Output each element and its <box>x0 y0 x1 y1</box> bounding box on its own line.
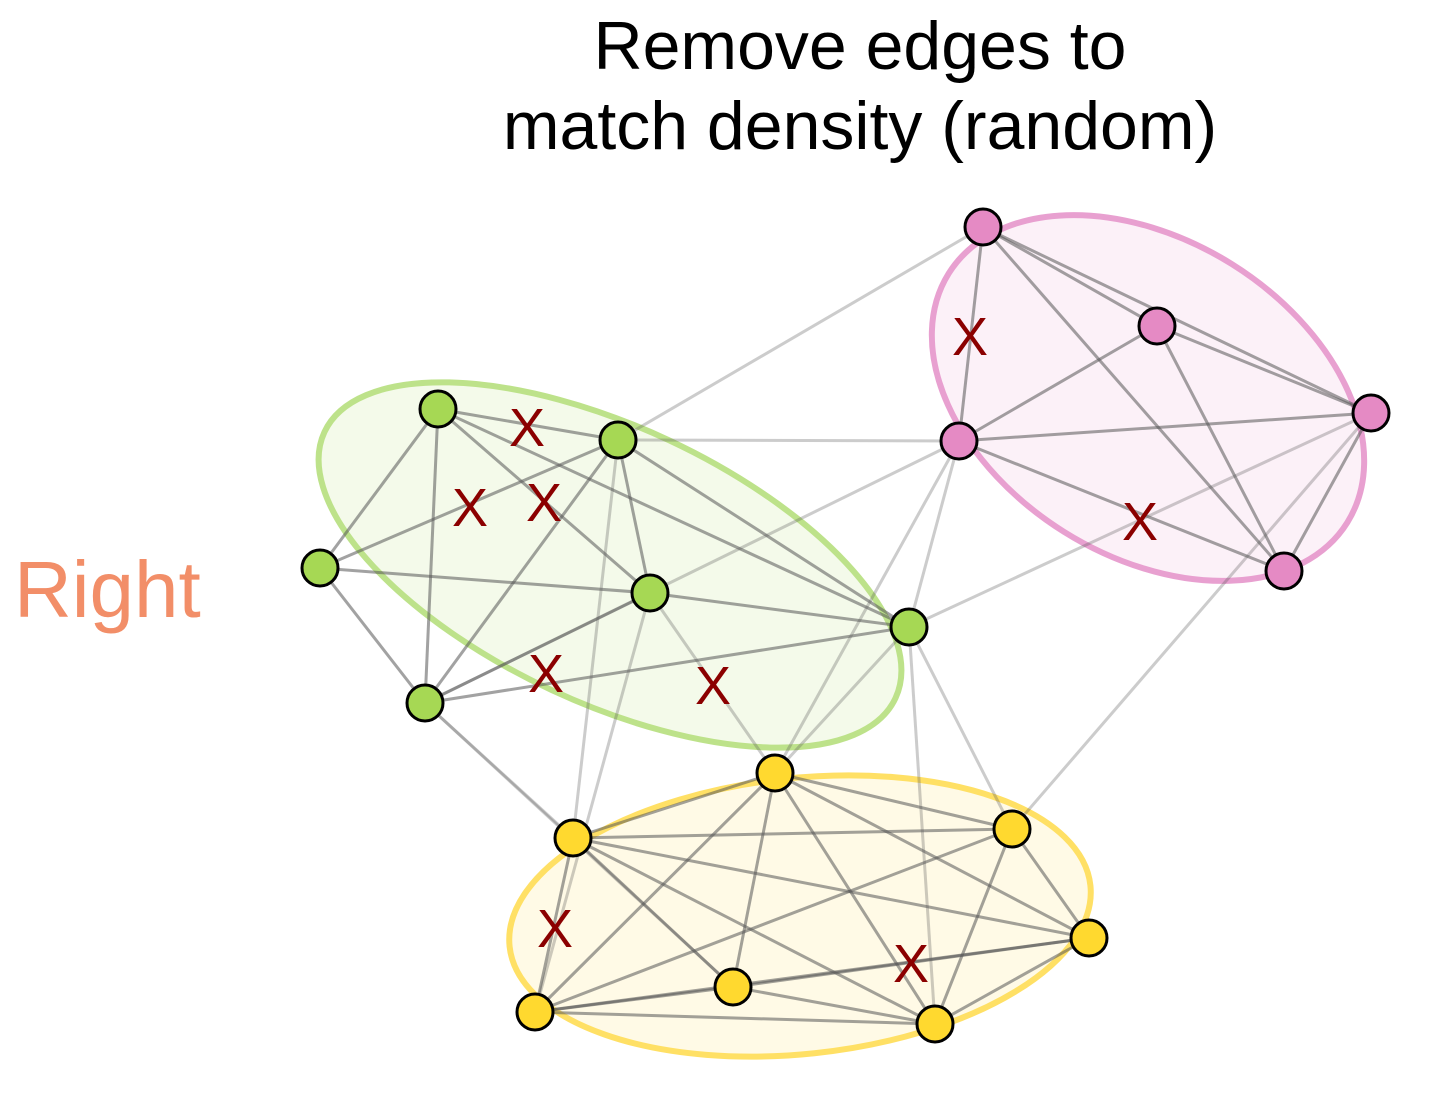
edge-p4-p5 <box>1282 412 1373 572</box>
removed-edge-mark: X <box>893 934 929 994</box>
edge-y3-y4 <box>572 836 1090 940</box>
cluster-hull-pink <box>928 212 1368 584</box>
edge-g1-g4 <box>437 407 651 595</box>
node-g5 <box>405 683 445 723</box>
node-p1 <box>963 207 1003 247</box>
title-line-1: Remove edges to <box>593 8 1127 84</box>
edge-g5-g6 <box>424 625 910 705</box>
node-y7 <box>915 1004 955 1044</box>
edge-y1-y2 <box>774 771 1013 831</box>
node-y2 <box>992 809 1032 849</box>
edge-g2-p1 <box>617 225 984 442</box>
nodes-layer <box>300 207 1391 1044</box>
edge-g2-g5 <box>423 439 620 704</box>
cluster-hull-green <box>315 379 905 751</box>
node-g1 <box>418 389 458 429</box>
edge-g3-g5 <box>318 567 427 704</box>
node-y5 <box>713 967 753 1007</box>
edge-y1-p3 <box>773 440 961 774</box>
edge-y3-y6 <box>533 837 575 1013</box>
node-g3 <box>300 548 340 588</box>
removed-edge-mark: X <box>695 656 731 716</box>
title-line-2: match density (random) <box>502 88 1218 164</box>
edge-y1-y5 <box>731 772 777 988</box>
edge-y4-y7 <box>934 936 1090 1026</box>
edge-g6-p4 <box>908 411 1372 629</box>
edge-p2-p4 <box>1156 324 1372 415</box>
edge-g2-g3 <box>319 438 619 570</box>
edge-g2-g4 <box>616 439 652 594</box>
edge-g1-g2 <box>437 407 619 442</box>
edge-g5-p3 <box>424 439 960 705</box>
cluster-hull-yellow <box>506 772 1094 1060</box>
node-g4 <box>630 573 670 613</box>
removed-edge-mark: X <box>528 644 564 704</box>
edge-g4-g5 <box>424 591 651 705</box>
edge-g1-g3 <box>318 408 440 569</box>
edge-y1-y6 <box>533 771 777 1014</box>
node-y1 <box>755 753 795 793</box>
edge-g4-y6 <box>533 592 652 1013</box>
edge-y5-y6 <box>534 985 734 1014</box>
edge-y2-p4 <box>1010 412 1373 830</box>
edge-g5-y3 <box>423 701 575 840</box>
edge-y2-y4 <box>1010 828 1091 939</box>
edge-g2-p3 <box>617 438 960 443</box>
node-p2 <box>1137 306 1177 346</box>
edge-p4-p3 <box>958 411 1372 443</box>
edge-g3-g4 <box>319 566 651 595</box>
edges-layer <box>318 225 1373 1026</box>
edge-y2-y7 <box>933 828 1014 1025</box>
edge-g6-y2 <box>907 626 1014 830</box>
cluster-hulls <box>315 212 1368 1060</box>
edge-g1-g6 <box>437 407 910 629</box>
diagram-title: Remove edges to match density (random) <box>440 6 1280 166</box>
edge-y5-y7 <box>732 985 936 1026</box>
edge-y1-y4 <box>774 771 1090 940</box>
removed-edge-mark: X <box>452 478 488 538</box>
edge-y2-y3 <box>572 827 1013 840</box>
edge-g6-y1 <box>773 625 911 775</box>
edge-g2-g6 <box>617 438 910 629</box>
edge-p1-p3 <box>957 226 985 442</box>
node-y6 <box>515 992 555 1032</box>
edge-p3-p5 <box>958 439 1285 573</box>
edge-g4-g6 <box>649 591 910 629</box>
edge-p1-p4 <box>982 225 1372 415</box>
removed-edge-mark: X <box>1122 492 1158 552</box>
edge-g4-y1 <box>648 592 777 774</box>
node-y3 <box>553 818 593 858</box>
edge-g6-y7 <box>907 626 937 1025</box>
removed-edge-mark: X <box>526 473 562 533</box>
edge-y6-y7 <box>534 1010 936 1026</box>
edge-y3-y5 <box>571 836 735 989</box>
removed-edge-mark: X <box>952 307 988 367</box>
edge-g1-g5 <box>423 408 440 704</box>
edge-p1-p5 <box>981 226 1286 572</box>
node-g2 <box>598 420 638 460</box>
node-p3 <box>939 421 979 461</box>
edge-g6-p3 <box>907 440 961 628</box>
edge-y1-y7 <box>773 772 937 1025</box>
node-p5 <box>1264 551 1304 591</box>
removed-edge-mark: X <box>537 899 573 959</box>
edge-y2-y6 <box>534 827 1013 1014</box>
side-label: Right <box>14 545 201 634</box>
node-y4 <box>1069 918 1109 958</box>
edge-y1-y3 <box>572 771 776 840</box>
edge-p1-p2 <box>982 225 1158 328</box>
edge-y3-y7 <box>572 836 936 1026</box>
node-p4 <box>1351 393 1391 433</box>
edge-p2-p3 <box>958 324 1158 443</box>
removed-edge-mark: X <box>509 398 545 458</box>
edge-p2-p5 <box>1155 325 1286 572</box>
node-g6 <box>889 607 929 647</box>
edge-g2-y3 <box>571 439 620 839</box>
